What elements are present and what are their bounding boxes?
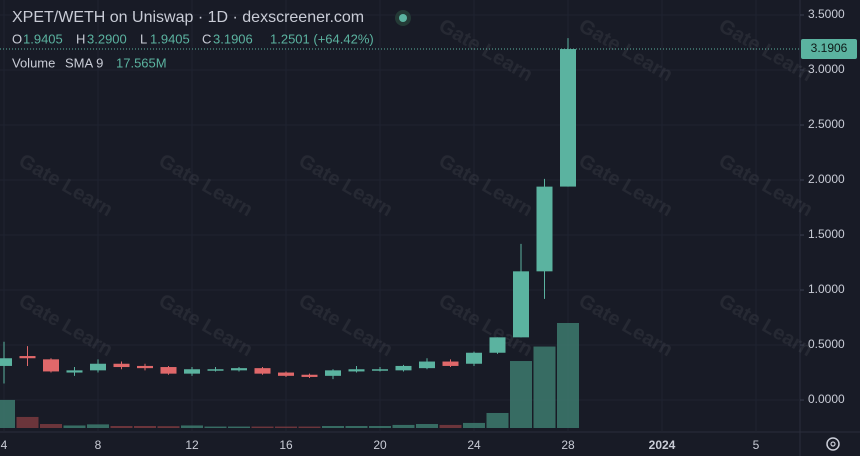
candle-body bbox=[560, 49, 576, 187]
volume-bar bbox=[557, 323, 579, 428]
x-tick-label: 2024 bbox=[649, 438, 676, 452]
candle-body bbox=[395, 365, 412, 371]
candle-body bbox=[90, 363, 106, 371]
volume-bar bbox=[439, 424, 462, 428]
candle-body bbox=[137, 365, 153, 369]
y-tick-label: 2.5000 bbox=[808, 117, 845, 131]
legend-key: C bbox=[202, 31, 211, 46]
y-tick-label: 0.0000 bbox=[808, 392, 845, 406]
volume-bar bbox=[16, 416, 39, 428]
legend-key: H bbox=[76, 31, 85, 46]
y-tick-label: 0.5000 bbox=[808, 337, 845, 351]
legend-key: O bbox=[12, 31, 22, 46]
volume-bar bbox=[181, 425, 203, 428]
candle-body bbox=[325, 370, 341, 376]
candle-body bbox=[301, 374, 318, 377]
candle-body bbox=[207, 369, 224, 371]
candle-body bbox=[19, 356, 36, 359]
legend-value: 3.1906 bbox=[213, 31, 253, 46]
x-tick-label: 24 bbox=[467, 438, 481, 452]
last-price-tag bbox=[801, 39, 857, 60]
settings-gear-center[interactable] bbox=[830, 441, 836, 447]
candle-body bbox=[43, 359, 59, 372]
volume-name: Volume bbox=[12, 55, 55, 70]
candle-body bbox=[442, 361, 459, 366]
volume-layer bbox=[0, 323, 579, 428]
x-tick-label: 8 bbox=[95, 438, 102, 452]
volume-bar bbox=[369, 426, 391, 428]
volume-legend: Volume SMA 9 17.565M bbox=[12, 55, 167, 70]
candle-body bbox=[184, 369, 200, 374]
volume-indicator: SMA 9 bbox=[65, 55, 103, 70]
volume-bar bbox=[322, 426, 344, 428]
volume-bar bbox=[416, 424, 438, 428]
y-tick-label: 3.0000 bbox=[808, 62, 845, 76]
ohlc-legend: O 1.9405 H 3.2900 L 1.9405 C 3.1906 1.25… bbox=[12, 31, 374, 46]
candle-body bbox=[113, 363, 130, 368]
x-tick-label: 12 bbox=[185, 438, 199, 452]
settings-icon[interactable] bbox=[826, 437, 840, 451]
candle-body bbox=[348, 369, 365, 372]
candle-body bbox=[278, 372, 294, 376]
volume-bar bbox=[463, 422, 485, 428]
legend-change: 1.2501 (+64.42%) bbox=[270, 31, 374, 46]
legend-value: 1.9405 bbox=[150, 31, 190, 46]
chart-title: XPET/WETH on Uniswap · 1D · dexscreener.… bbox=[12, 9, 364, 26]
volume-bar bbox=[510, 361, 532, 428]
volume-bar bbox=[87, 424, 109, 428]
candle-body bbox=[66, 370, 83, 373]
x-tick-label: 28 bbox=[561, 438, 575, 452]
volume-bar bbox=[110, 426, 133, 428]
axes: 0.0000 0.5000 1.0000 1.5000 2.0000 2.5000 3.00… bbox=[0, 7, 857, 452]
candle-body bbox=[419, 361, 435, 369]
x-tick-label: 16 bbox=[279, 438, 293, 452]
volume-bar bbox=[486, 412, 509, 428]
volume-bar bbox=[228, 426, 250, 428]
candle-body bbox=[160, 367, 177, 374]
volume-bar bbox=[251, 426, 274, 428]
y-tick-label: 1.0000 bbox=[808, 282, 845, 296]
volume-bar bbox=[204, 426, 227, 428]
candle-body bbox=[536, 186, 553, 272]
volume-bar bbox=[345, 426, 368, 428]
volume-value: 17.565M bbox=[116, 55, 167, 70]
y-tick-label: 3.5000 bbox=[808, 7, 845, 21]
settings-gear[interactable] bbox=[826, 437, 840, 451]
candle-body bbox=[489, 337, 506, 353]
legend-value: 3.2900 bbox=[87, 31, 127, 46]
candle-body bbox=[231, 368, 247, 371]
volume-bar bbox=[392, 424, 415, 428]
candle-body bbox=[0, 358, 12, 366]
candle-body bbox=[513, 271, 529, 338]
volume-bar bbox=[134, 426, 156, 428]
legend-key: L bbox=[140, 31, 147, 46]
x-tick-label: 20 bbox=[373, 438, 387, 452]
x-tick-label: 5 bbox=[753, 438, 760, 452]
price-layer bbox=[0, 38, 576, 384]
y-tick-label: 2.0000 bbox=[808, 172, 845, 186]
candle-body bbox=[254, 368, 271, 374]
volume-bar bbox=[298, 426, 321, 428]
volume-bar bbox=[533, 346, 556, 428]
status-dot bbox=[399, 14, 407, 22]
x-tick-label: 4 bbox=[1, 438, 8, 452]
y-tick-label: 1.5000 bbox=[808, 227, 845, 241]
volume-bar bbox=[0, 399, 15, 428]
legend-value: 1.9405 bbox=[23, 31, 63, 46]
volume-bar bbox=[63, 425, 86, 428]
last-price-label: 3.1906 bbox=[811, 41, 848, 55]
volume-bar bbox=[157, 426, 180, 428]
volume-bar bbox=[275, 426, 297, 428]
candle-body bbox=[466, 352, 482, 364]
volume-bar bbox=[40, 424, 62, 428]
candle-body bbox=[372, 369, 388, 371]
